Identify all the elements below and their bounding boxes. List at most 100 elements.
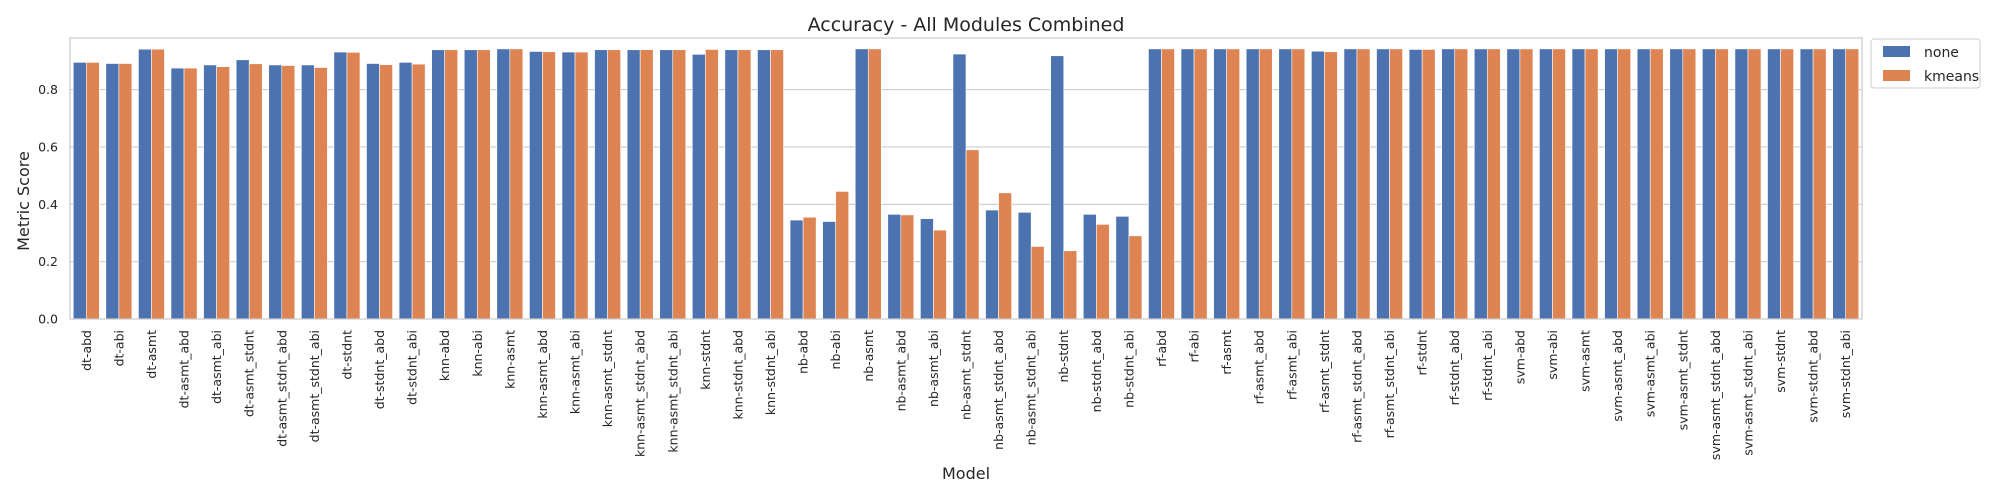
bar-none-rf-abd xyxy=(1148,48,1162,320)
x-tick-label: dt-abi xyxy=(111,330,126,366)
x-tick-label: nb-asmt xyxy=(861,330,876,382)
x-axis-label: Model xyxy=(942,464,990,483)
x-tick-label: knn-stdnt xyxy=(698,330,713,390)
bar-none-nb-asmt_abd xyxy=(887,214,902,320)
bar-kmeans-nb-stdnt_abi xyxy=(1128,235,1143,320)
bar-none-dt-asmt_abi xyxy=(203,64,217,320)
x-tick-label: dt-stdnt_abi xyxy=(405,330,420,405)
x-tick-label: rf-asmt_stdnt_abd xyxy=(1349,330,1364,443)
x-tick-label: rf-asmt_stdnt xyxy=(1317,330,1332,413)
bar-kmeans-knn-abd xyxy=(444,49,459,320)
bar-kmeans-rf-asmt_stdnt_abi xyxy=(1389,48,1403,320)
bar-kmeans-knn-abi xyxy=(476,49,491,320)
y-tick-label: 0.6 xyxy=(38,139,58,154)
bar-kmeans-knn-stdnt_abi xyxy=(770,49,784,320)
x-tick-label: svm-stdnt_abd xyxy=(1806,330,1821,423)
x-tick-label: rf-abi xyxy=(1187,330,1202,362)
bar-kmeans-knn-asmt xyxy=(509,48,524,320)
bar-none-nb-asmt_stdnt xyxy=(952,53,967,320)
bar-none-rf-stdnt_abi xyxy=(1473,48,1488,320)
x-tick-label: knn-asmt_stdnt xyxy=(600,330,615,427)
x-tick-label: knn-asmt xyxy=(502,330,517,389)
bar-none-nb-stdnt xyxy=(1050,55,1065,320)
x-tick-label: knn-abd xyxy=(437,330,452,381)
bar-kmeans-dt-stdnt xyxy=(346,52,361,320)
x-tick-label: dt-asmt_abi xyxy=(209,330,224,404)
x-tick-label: nb-asmt_stdnt xyxy=(959,330,974,420)
bar-none-knn-abd xyxy=(431,49,445,320)
bar-kmeans-knn-stdnt_abd xyxy=(737,49,752,320)
bar-none-svm-asmt_abd xyxy=(1604,48,1618,320)
bar-kmeans-nb-asmt xyxy=(867,48,882,320)
x-tick-label: knn-asmt_abd xyxy=(535,330,550,419)
x-tick-label: rf-asmt_stdnt_abi xyxy=(1382,330,1397,438)
x-tick-label: dt-abd xyxy=(79,330,94,371)
bar-none-svm-asmt_stdnt_abi xyxy=(1734,48,1749,320)
bar-none-dt-asmt_abd xyxy=(170,67,185,320)
bar-none-rf-asmt xyxy=(1213,48,1227,320)
bar-none-knn-asmt_abi xyxy=(561,51,576,320)
bar-kmeans-dt-abd xyxy=(85,62,100,320)
bar-kmeans-knn-stdnt xyxy=(705,49,719,320)
y-tick-labels: 0.0 0.2 0.4 0.6 0.8 xyxy=(38,82,58,326)
bar-kmeans-nb-asmt_abi xyxy=(933,229,947,320)
bar-kmeans-dt-asmt xyxy=(151,48,165,320)
bar-none-nb-stdnt_abi xyxy=(1115,216,1130,320)
bar-none-dt-abd xyxy=(72,62,87,320)
bar-kmeans-dt-asmt_abi xyxy=(216,66,230,320)
bar-none-dt-abi xyxy=(105,63,120,320)
bar-none-rf-abi xyxy=(1180,48,1195,320)
x-tick-label: svm-abd xyxy=(1512,330,1527,384)
bar-kmeans-nb-asmt_abd xyxy=(900,214,915,320)
bar-kmeans-svm-asmt_abd xyxy=(1617,48,1631,320)
x-tick-label: nb-stdnt_abi xyxy=(1121,330,1136,408)
plot-frame xyxy=(69,37,1863,320)
x-tick-label: rf-asmt_abi xyxy=(1284,330,1299,400)
bar-kmeans-knn-asmt_stdnt_abd xyxy=(639,49,654,320)
y-tick-label: 0.8 xyxy=(38,82,58,97)
bar-none-rf-asmt_stdnt_abd xyxy=(1343,48,1358,320)
bar-none-nb-asmt xyxy=(854,48,869,320)
x-tick-label: nb-abd xyxy=(796,330,811,374)
x-tick-label: rf-stdnt_abd xyxy=(1447,330,1462,405)
bar-kmeans-nb-asmt_stdnt_abi xyxy=(1030,246,1045,320)
bar-kmeans-nb-asmt_stdnt_abd xyxy=(998,192,1012,320)
bar-none-rf-stdnt xyxy=(1408,49,1423,320)
bar-kmeans-svm-asmt_stdnt_abd xyxy=(1715,48,1729,320)
x-tick-label: dt-asmt_stdnt_abi xyxy=(307,330,322,442)
legend-swatch-kmeans xyxy=(1883,70,1910,81)
legend: none kmeans xyxy=(1870,38,1981,89)
bar-none-rf-stdnt_abd xyxy=(1441,48,1456,320)
bar-kmeans-rf-asmt xyxy=(1226,48,1240,320)
bar-none-knn-asmt xyxy=(496,48,511,320)
bar-kmeans-rf-stdnt_abi xyxy=(1487,48,1501,320)
bar-none-rf-asmt_stdnt xyxy=(1311,50,1325,320)
x-tick-label: knn-asmt_stdnt_abi xyxy=(665,330,680,453)
bar-none-svm-abi xyxy=(1539,48,1553,320)
bar-kmeans-svm-stdnt_abi xyxy=(1845,48,1860,320)
bar-kmeans-rf-stdnt xyxy=(1421,49,1436,320)
bar-kmeans-svm-asmt_abi xyxy=(1649,48,1664,320)
x-tick-label: svm-stdnt xyxy=(1773,330,1788,393)
x-tick-label: svm-asmt xyxy=(1578,330,1593,392)
bar-none-knn-asmt_stdnt_abi xyxy=(659,49,674,320)
bar-none-nb-stdnt_abd xyxy=(1082,214,1097,320)
bar-none-nb-asmt_abi xyxy=(920,218,934,320)
bar-kmeans-rf-abd xyxy=(1161,48,1175,320)
bar-none-svm-asmt_stdnt_abd xyxy=(1702,48,1716,320)
bar-none-dt-stdnt_abi xyxy=(398,62,413,320)
bar-none-knn-asmt_stdnt_abd xyxy=(626,49,641,320)
bar-none-svm-asmt_stdnt xyxy=(1669,48,1684,320)
bar-kmeans-svm-stdnt_abd xyxy=(1812,48,1827,320)
x-tick-label: svm-abi xyxy=(1545,330,1560,380)
bar-none-dt-stdnt_abd xyxy=(366,63,380,320)
bar-kmeans-knn-asmt_stdnt_abi xyxy=(672,49,687,320)
bar-kmeans-rf-asmt_stdnt_abd xyxy=(1356,48,1371,320)
x-tick-label: rf-asmt xyxy=(1219,330,1234,375)
bar-none-svm-stdnt xyxy=(1767,48,1781,320)
x-tick-label: svm-stdnt_abi xyxy=(1838,330,1853,418)
legend-swatch-none xyxy=(1883,46,1910,57)
bar-kmeans-svm-abi xyxy=(1552,48,1566,320)
x-tick-label: svm-asmt_abi xyxy=(1643,330,1658,417)
y-tick-label: 0.2 xyxy=(38,254,58,269)
